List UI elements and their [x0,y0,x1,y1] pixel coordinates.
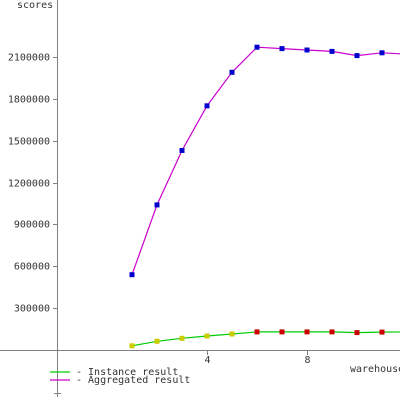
series-line [131,331,400,347]
data-point [304,329,310,335]
data-point [279,46,285,52]
y-tick-label: 1800000 [8,95,50,106]
series-line [131,46,400,275]
legend: - Instance result- Aggregated result [50,367,190,386]
data-point [329,48,335,54]
y-axis-label: scores [17,0,53,11]
data-point [254,329,260,335]
data-point [229,69,235,75]
data-point [379,329,385,335]
data-point [129,272,135,278]
series-layer [129,44,400,349]
data-point [329,329,335,335]
data-point [304,47,310,53]
data-point [354,330,360,336]
x-tick-label: 8 [304,355,310,366]
legend-label: - Instance result [76,367,178,378]
y-tick-label: 300000 [14,304,50,315]
x-axis-label: warehouses [350,364,400,375]
data-point [204,333,210,339]
data-point [129,343,135,349]
y-tick-label: 900000 [14,220,50,231]
data-point [179,148,185,153]
series-aggregated-result [129,44,400,278]
y-tick-label: 2100000 [8,53,50,64]
data-point [154,202,160,208]
series-instance-result [129,329,400,349]
data-point [204,103,210,109]
legend-label: - Aggregated result [76,375,190,386]
data-point [154,338,160,344]
x-tick-label: 4 [204,355,210,366]
y-tick-label: 1500000 [8,137,50,148]
y-tick-label: 600000 [14,262,50,273]
data-point [229,331,235,337]
data-point [279,329,285,335]
x-ticks: 4812 [204,350,311,366]
data-point [179,335,185,341]
data-point [354,53,360,59]
y-tick-label: 1200000 [8,179,50,190]
data-point [254,44,260,50]
data-point [379,50,385,56]
y-ticks: 300000 600000 900000 1200000 1500000 1800000 2… [8,53,58,315]
